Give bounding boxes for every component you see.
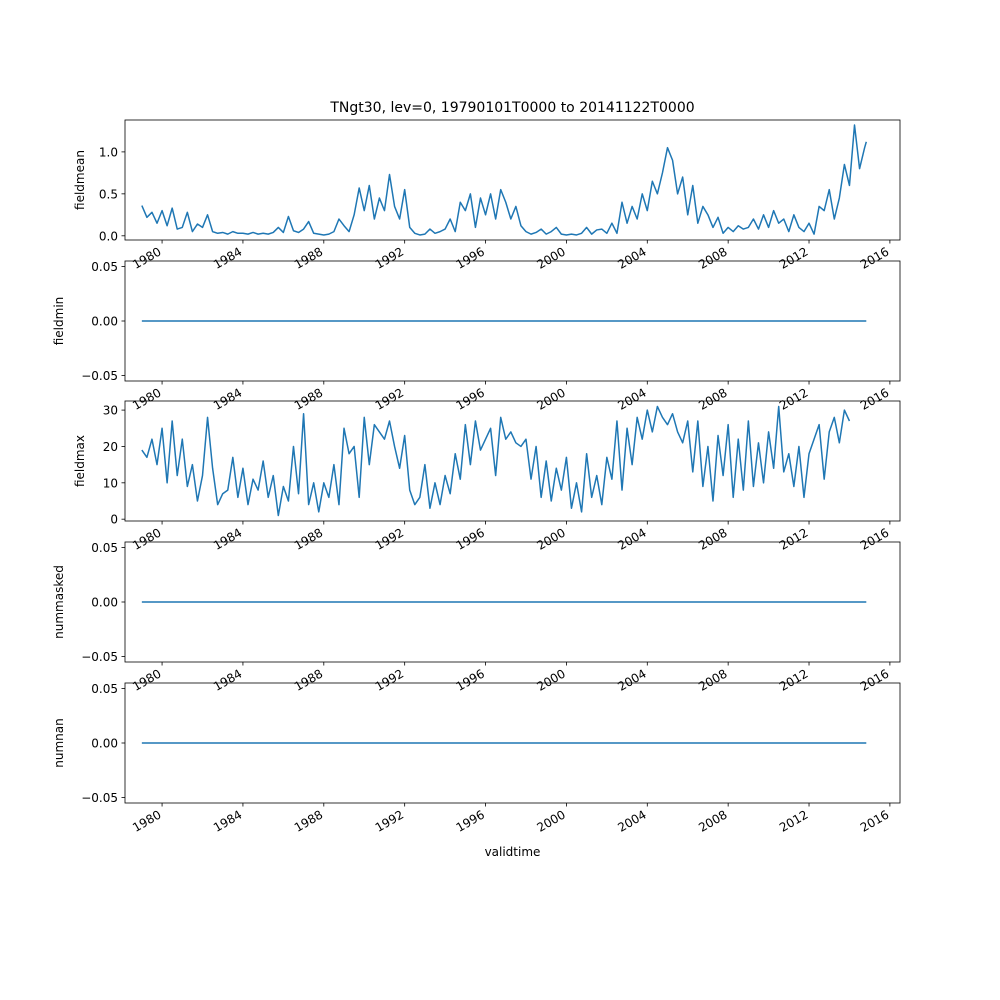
y-tick-label: 1.0 <box>99 145 118 159</box>
y-axis-label: fieldmin <box>52 297 66 346</box>
axes-frame <box>124 119 901 241</box>
axes-frame <box>124 400 901 522</box>
y-tick-label: −0.05 <box>81 369 118 383</box>
y-tick-label: 0.00 <box>91 737 118 751</box>
y-axis-label: numnan <box>52 718 66 767</box>
y-axis-label: fieldmean <box>73 150 87 210</box>
y-axis-label: nummasked <box>52 565 66 639</box>
y-axis-label: fieldmax <box>73 435 87 487</box>
y-tick-label: 0.5 <box>99 187 118 201</box>
figure-title: TNgt30, lev=0, 19790101T0000 to 20141122… <box>329 100 694 116</box>
y-tick-label: 0.00 <box>91 596 118 610</box>
y-tick-label: −0.05 <box>81 650 118 664</box>
series-line-fieldmean <box>141 124 868 236</box>
y-tick-label: 0.05 <box>91 260 118 274</box>
y-tick-label: 30 <box>103 404 118 418</box>
y-tick-label: 10 <box>103 476 118 490</box>
y-tick-label: 0 <box>110 513 118 527</box>
series-line-fieldmax <box>141 405 851 517</box>
y-tick-label: 20 <box>103 440 118 454</box>
y-tick-label: 0.05 <box>91 541 118 555</box>
y-tick-label: 0.0 <box>99 229 118 243</box>
y-tick-label: −0.05 <box>81 791 118 805</box>
y-tick-label: 0.05 <box>91 682 118 696</box>
y-tick-label: 0.00 <box>91 315 118 329</box>
x-axis-label: validtime <box>485 845 541 859</box>
